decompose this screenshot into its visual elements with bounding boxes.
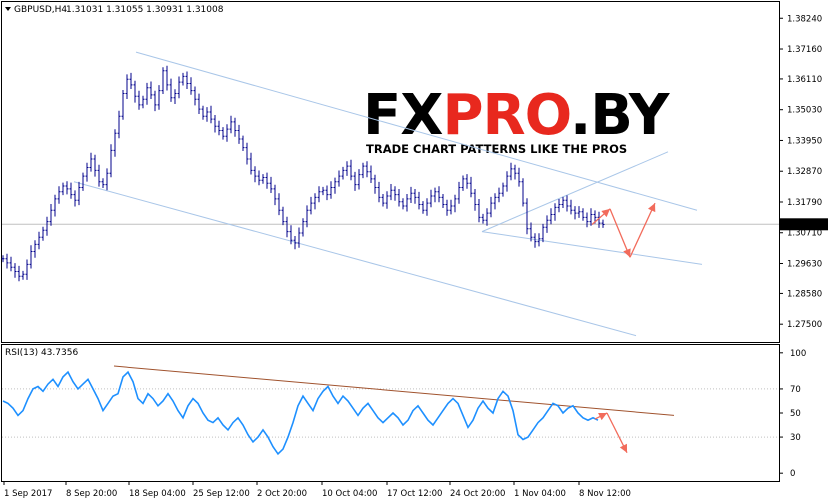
symbol-dropdown-icon[interactable]: [5, 7, 11, 11]
current-price-tag-bg: [779, 218, 828, 231]
ohlc-header: 1.31031 1.31055 1.30931 1.31008: [66, 5, 224, 15]
price-axis: 1.38240 1.37160 1.36110 1.35030 1.33950 1.328…: [779, 14, 822, 330]
rsi-panel-frame: [1, 344, 780, 482]
rsi-forecast-arrows: [594, 412, 628, 454]
rsi-level-lines: [2, 388, 779, 438]
rsi-tick-label: 30: [790, 433, 801, 443]
price-tick-label: 1.28580: [787, 289, 822, 299]
rsi-forecast-arrow-head: [619, 443, 627, 453]
time-tick-label: 1 Nov 04:00: [514, 489, 566, 499]
rsi-series: [2, 370, 599, 456]
wedge-lower: [481, 231, 703, 265]
watermark-brand-part: PRO: [442, 83, 570, 148]
price-panel-frame: [1, 1, 780, 343]
time-tick-label: 10 Oct 04:00: [322, 489, 377, 499]
rsi-trendline-line: [113, 365, 675, 416]
rsi-tick-label: 70: [790, 385, 801, 395]
rsi-tick-label: 50: [790, 409, 801, 419]
current-price-tag: 1.31008: [779, 218, 828, 231]
price-forecast-arrow-segment: [609, 208, 631, 258]
time-tick-label: 1 Sep 2017: [4, 489, 52, 499]
price-tick-label: 1.27500: [787, 320, 822, 330]
price-tick-label: 1.38240: [787, 14, 822, 24]
price-tick-label: 1.33950: [787, 136, 822, 146]
time-tick-label: 8 Nov 12:00: [579, 489, 631, 499]
channel-lower: [73, 181, 637, 337]
price-forecast-arrow-head: [648, 203, 656, 213]
price-series: [1, 65, 605, 282]
channel-upper: [135, 51, 698, 211]
price-tick-label: 1.31790: [787, 198, 822, 208]
time-tick-label: 25 Sep 12:00: [193, 489, 250, 499]
time-axis: 1 Sep 2017 8 Sep 20:00 18 Sep 04:00 25 Sep …: [3, 481, 631, 499]
price-tick-label: 1.37160: [787, 45, 822, 55]
rsi-line: [2, 370, 599, 456]
watermark-brand-part: FX: [363, 83, 443, 148]
price-tick-label: 1.29630: [787, 260, 822, 270]
rsi-tick-label: 100: [790, 349, 806, 359]
price-tick-label: 1.35030: [787, 106, 822, 116]
rsi-axis: 100 70 50 30 0: [779, 349, 806, 479]
time-tick-label: 8 Sep 20:00: [66, 489, 117, 499]
price-forecast-arrow-head: [601, 208, 610, 218]
symbol-header: GBPUSD,H4: [14, 5, 67, 15]
time-tick-label: 18 Sep 04:00: [129, 489, 186, 499]
price-forecast-arrows: [591, 202, 656, 258]
price-tick-label: 1.36110: [787, 75, 822, 85]
watermark-tagline: TRADE CHART PATTERNS LIKE THE PROS: [366, 142, 627, 156]
watermark-brand-part: .BY: [570, 83, 671, 148]
price-trendlines: [2, 51, 779, 337]
time-tick-label: 17 Oct 12:00: [387, 489, 442, 499]
current-price-label: 1.31008: [782, 220, 817, 230]
rsi-trendline: [113, 365, 675, 416]
rsi-header: RSI(13) 43.7356: [5, 348, 78, 358]
rsi-tick-label: 0: [790, 469, 795, 479]
price-forecast-arrow-segment: [629, 202, 656, 258]
price-tick-label: 1.32870: [787, 167, 822, 177]
time-tick-label: 2 Oct 20:00: [257, 489, 307, 499]
price-bars: [1, 65, 605, 282]
price-forecast-arrow-head: [623, 248, 631, 258]
wedge-upper: [481, 151, 669, 233]
watermark-brand: FXPRO.BY: [363, 83, 671, 148]
price-tick-label: 1.30710: [787, 229, 822, 239]
time-tick-label: 24 Oct 20:00: [450, 489, 505, 499]
rsi-forecast-arrow-head: [598, 413, 607, 421]
